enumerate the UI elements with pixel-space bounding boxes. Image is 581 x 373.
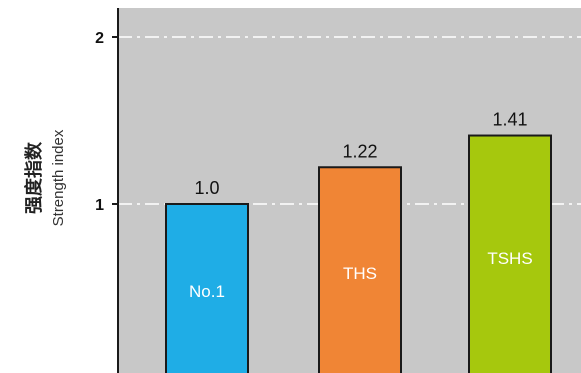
bar-category-label: TSHS <box>487 249 532 268</box>
bar-value-label: 1.0 <box>194 178 219 198</box>
bar-value-label: 1.22 <box>342 141 377 161</box>
bar-category-label: No.1 <box>189 282 225 301</box>
y-axis-label-english: Strength index <box>50 129 67 226</box>
bar-no-1 <box>165 203 249 373</box>
bar-ths <box>318 166 402 373</box>
bar-category-label: THS <box>343 264 377 283</box>
bars: 1.0 No.1 1.22 THS 1.41 TSHS <box>165 110 552 373</box>
bar-tshs <box>468 134 552 373</box>
y-tick-label: 1 <box>95 197 104 214</box>
y-axis-label-chinese: 强度指数 <box>23 141 45 214</box>
y-axis-ticks: 12 <box>95 30 118 214</box>
y-tick-label: 2 <box>95 30 104 47</box>
bar-value-label: 1.41 <box>492 110 527 130</box>
